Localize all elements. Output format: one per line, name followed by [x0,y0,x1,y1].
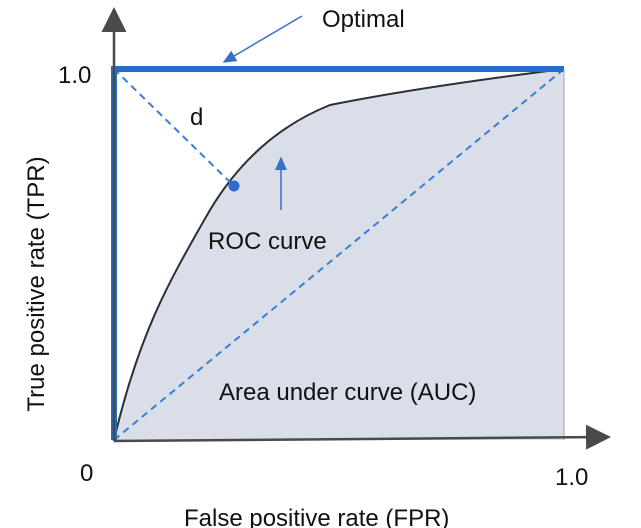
x-axis [113,424,611,450]
x-axis-title: False positive rate (FPR) [184,505,449,528]
y-tick-max: 1.0 [58,62,91,89]
optimal-pointer-arrow [222,15,303,63]
y-axis-title: True positive rate (TPR) [23,156,50,411]
roc-curve-line [113,68,565,441]
diagonal-reference-line [113,68,565,441]
closest-point-marker [228,180,240,192]
auc-label: Area under curve (AUC) [219,379,476,406]
optimal-label: Optimal [322,6,405,33]
origin-label: 0 [80,460,93,487]
x-tick-max: 1.0 [555,464,588,491]
distance-line [113,68,235,187]
distance-label: d [190,104,203,131]
roc-curve-label: ROC curve [208,228,327,255]
